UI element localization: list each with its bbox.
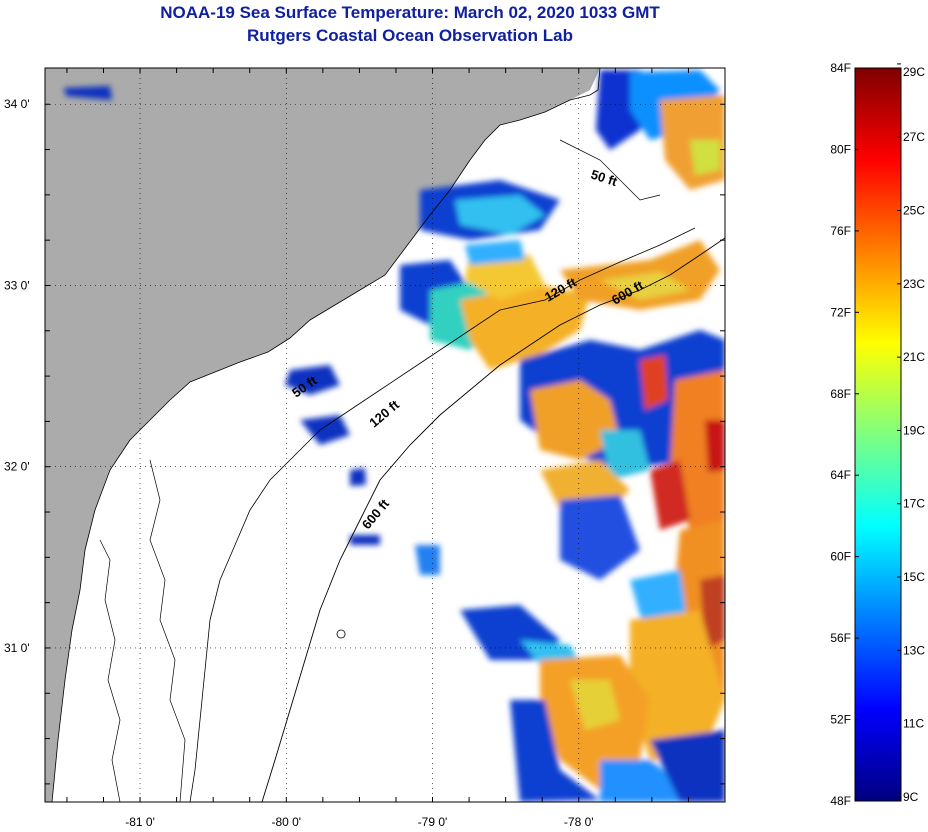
colorbar-c-label: 23C	[903, 277, 925, 291]
map-subtitle: Rutgers Coastal Ocean Observation Lab	[247, 26, 573, 45]
colorbar-c-label: 29C	[903, 65, 925, 79]
map-frame	[44, 67, 726, 803]
axis-ticks	[45, 68, 726, 802]
sst-data-layer	[64, 70, 725, 802]
latitude-labels: 34 0' 33 0' 32 0' 31 0'	[4, 97, 30, 655]
lon-label: -78 0'	[564, 815, 594, 829]
colorbar-f-label: 64F	[830, 468, 851, 482]
lon-label: -80 0'	[271, 815, 301, 829]
lat-label: 31 0'	[4, 641, 30, 655]
isobath-120ft	[189, 227, 696, 802]
isobath-600ft	[261, 237, 725, 802]
colorbar-c-label: 13C	[903, 643, 925, 657]
colorbar-f-label: 76F	[830, 224, 851, 238]
lat-label: 32 0'	[4, 460, 30, 474]
colorbar-fahrenheit-labels: 84F 80F 76F 72F 68F 64F 60F 56F 52F 48F	[830, 61, 851, 808]
longitude-labels: -81 0' -80 0' -79 0' -78 0'	[125, 815, 593, 829]
colorbar-f-label: 52F	[830, 713, 851, 727]
colorbar-c-label: 27C	[903, 130, 925, 144]
colorbar-f-label: 84F	[830, 61, 851, 75]
colorbar-c-label: 9C	[903, 790, 919, 804]
graticule	[45, 68, 725, 802]
colorbar-ticks	[855, 63, 901, 802]
coastline	[51, 68, 601, 802]
colorbar-c-label: 11C	[903, 717, 924, 731]
colorbar-f-label: 56F	[830, 631, 851, 645]
map-title: NOAA-19 Sea Surface Temperature: March 0…	[160, 3, 660, 22]
colorbar-c-label: 21C	[903, 350, 925, 364]
lat-label: 34 0'	[4, 97, 30, 111]
colorbar-c-label: 15C	[903, 570, 925, 584]
colorbar-c-label: 19C	[903, 423, 925, 437]
colorbar-f-label: 48F	[830, 794, 851, 808]
lat-label: 33 0'	[4, 278, 30, 292]
lon-label: -79 0'	[418, 815, 448, 829]
colorbar-c-label: 17C	[903, 497, 925, 511]
colorbar	[854, 67, 902, 802]
land-mass	[45, 68, 600, 802]
colorbar-f-label: 68F	[830, 387, 851, 401]
colorbar-celsius-labels: 29C 27C 25C 23C 21C 19C 17C 15C 13C 11C 9C	[903, 65, 925, 804]
colorbar-c-label: 25C	[903, 204, 925, 218]
colorbar-f-label: 80F	[830, 142, 851, 156]
colorbar-f-label: 60F	[830, 550, 851, 564]
lon-label: -81 0'	[125, 815, 155, 829]
colorbar-f-label: 72F	[830, 305, 851, 319]
